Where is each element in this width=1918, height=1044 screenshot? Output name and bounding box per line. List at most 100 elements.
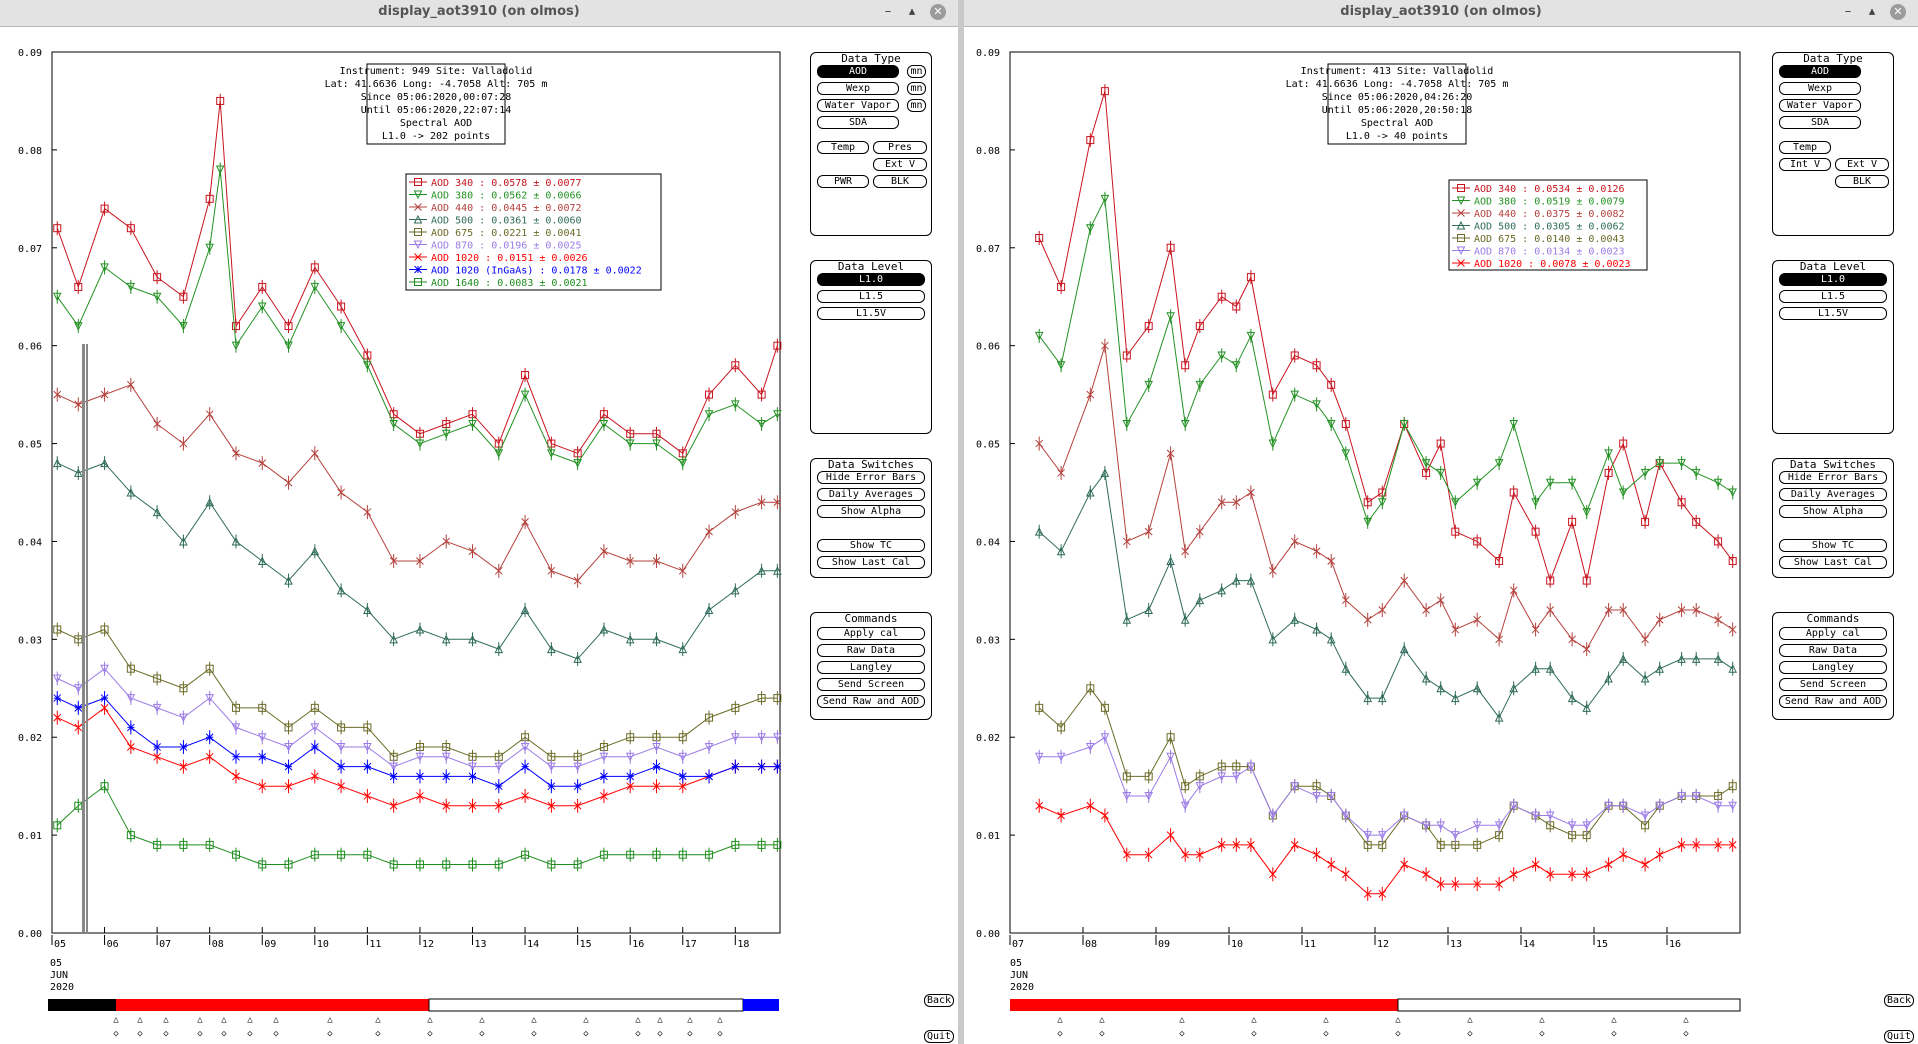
data-point <box>1728 841 1737 849</box>
raw-data-button[interactable]: Raw Data <box>817 644 925 657</box>
maximize-icon[interactable]: ▴ <box>1868 4 1876 19</box>
series-line <box>57 668 778 768</box>
mn-button[interactable]: mn <box>907 99 926 112</box>
y-tick-label: 0.06 <box>976 342 1000 353</box>
timeline-up-icon: △ <box>1395 1015 1401 1025</box>
data-point <box>152 703 162 713</box>
l15v-button[interactable]: L1.5V <box>817 307 925 320</box>
apply-cal-button[interactable]: Apply cal <box>1779 627 1887 640</box>
data-point <box>414 228 422 236</box>
close-icon[interactable]: ✕ <box>1890 4 1906 20</box>
water-vapor-button[interactable]: Water Vapor <box>1779 99 1861 112</box>
sda-button[interactable]: SDA <box>1779 116 1861 129</box>
back-button[interactable]: Back <box>924 994 954 1007</box>
show-tc-button[interactable]: Show TC <box>817 539 925 552</box>
daily-averages-button[interactable]: Daily Averages <box>1779 488 1887 501</box>
data-point <box>731 762 740 771</box>
data-point <box>678 772 687 781</box>
data-point <box>521 792 529 800</box>
data-point <box>1641 635 1649 644</box>
show-tc-button[interactable]: Show TC <box>1779 539 1887 552</box>
temp-button[interactable]: Temp <box>1779 141 1831 154</box>
water-vapor-button[interactable]: Water Vapor <box>817 99 899 112</box>
daily-averages-button[interactable]: Daily Averages <box>817 488 925 501</box>
l15-button[interactable]: L1.5 <box>817 290 925 303</box>
show-last-cal-button[interactable]: Show Last Cal <box>1779 556 1887 569</box>
series-aod-380 <box>52 162 782 471</box>
data-point <box>1327 860 1336 869</box>
langley-button[interactable]: Langley <box>1779 661 1887 674</box>
l10-button[interactable]: L1.0 <box>1779 273 1887 286</box>
hide-error-bars-button[interactable]: Hide Error Bars <box>1779 471 1887 484</box>
close-icon[interactable]: ✕ <box>930 4 946 20</box>
int-v-button[interactable]: Int V <box>1779 158 1831 171</box>
commands-panel: Commands Apply cal Raw Data Langley Send… <box>810 612 932 720</box>
temp-button[interactable]: Temp <box>817 141 869 154</box>
send-screen-button[interactable]: Send Screen <box>817 678 925 691</box>
mn-button[interactable]: mn <box>907 65 926 78</box>
minimize-icon[interactable]: – <box>884 4 892 19</box>
send-screen-button[interactable]: Send Screen <box>1779 678 1887 691</box>
mn-button[interactable]: mn <box>907 82 926 95</box>
left-window: display_aot3910 (on olmos) – ▴ ✕ 0.00 0.0… <box>0 0 958 1044</box>
quit-button[interactable]: Quit <box>1884 1030 1914 1043</box>
data-point <box>126 831 135 840</box>
show-alpha-button[interactable]: Show Alpha <box>817 505 925 518</box>
data-point <box>152 507 162 517</box>
data-point <box>1217 351 1227 361</box>
x-tick-label: 12 <box>422 939 434 950</box>
data-point <box>416 772 424 781</box>
data-point <box>599 850 608 859</box>
quit-button[interactable]: Quit <box>924 1030 954 1043</box>
aod-button[interactable]: AOD <box>817 65 899 78</box>
data-point <box>1494 459 1504 468</box>
aod-button[interactable]: AOD <box>1779 65 1861 78</box>
hide-error-bars-button[interactable]: Hide Error Bars <box>817 471 925 484</box>
blk-button[interactable]: BLK <box>873 175 927 188</box>
ext-v-button[interactable]: Ext V <box>1835 158 1889 171</box>
data-point <box>1290 537 1299 546</box>
data-point <box>179 743 188 751</box>
back-button[interactable]: Back <box>1884 994 1914 1007</box>
data-switches-panel: Data Switches Hide Error Bars Daily Aver… <box>810 458 932 578</box>
pwr-button[interactable]: PWR <box>817 175 869 188</box>
sda-button[interactable]: SDA <box>817 116 899 129</box>
data-point <box>1456 246 1466 256</box>
right-aod-plot: 0.00 0.01 0.02 0.03 0.04 0.05 0.06 0.07 0.08 0.09… <box>976 48 1741 1039</box>
maximize-icon[interactable]: ▴ <box>908 4 916 19</box>
raw-data-button[interactable]: Raw Data <box>1779 644 1887 657</box>
series-line <box>1038 805 1733 895</box>
series-aod-870 <box>52 661 782 774</box>
send-raw-aod-button[interactable]: Send Raw and AOD <box>1779 695 1887 708</box>
y-tick-label: 0.07 <box>976 244 1000 255</box>
show-alpha-button[interactable]: Show Alpha <box>1779 505 1887 518</box>
pres-button[interactable]: Pres <box>873 141 927 154</box>
data-point <box>773 566 782 575</box>
info-line: Since 05:06:2020,00:07:28 <box>361 92 512 103</box>
data-point <box>231 341 241 351</box>
langley-button[interactable]: Langley <box>817 661 925 674</box>
data-point <box>1604 860 1613 869</box>
data-point <box>415 624 425 634</box>
send-raw-aod-button[interactable]: Send Raw and AOD <box>817 695 925 708</box>
wexp-button[interactable]: Wexp <box>1779 82 1861 95</box>
ext-v-button[interactable]: Ext V <box>873 158 927 171</box>
data-point <box>1713 654 1723 663</box>
l15v-button[interactable]: L1.5V <box>1779 307 1887 320</box>
data-point <box>1728 801 1738 811</box>
data-point <box>1290 390 1300 400</box>
minimize-icon[interactable]: – <box>1844 4 1852 19</box>
wexp-button[interactable]: Wexp <box>817 82 899 95</box>
data-point <box>310 743 319 751</box>
l10-button[interactable]: L1.0 <box>817 273 925 286</box>
right-titlebar[interactable]: display_aot3910 (on olmos) – ▴ ✕ <box>964 0 1918 27</box>
timeline-up-icon: △ <box>1611 1015 1617 1025</box>
left-titlebar[interactable]: display_aot3910 (on olmos) – ▴ ✕ <box>0 0 958 27</box>
blk-button[interactable]: BLK <box>1835 175 1889 188</box>
l15-button[interactable]: L1.5 <box>1779 290 1887 303</box>
data-point <box>1640 468 1650 478</box>
series-line <box>1038 471 1733 719</box>
apply-cal-button[interactable]: Apply cal <box>817 627 925 640</box>
data-point <box>1509 488 1518 497</box>
show-last-cal-button[interactable]: Show Last Cal <box>817 556 925 569</box>
